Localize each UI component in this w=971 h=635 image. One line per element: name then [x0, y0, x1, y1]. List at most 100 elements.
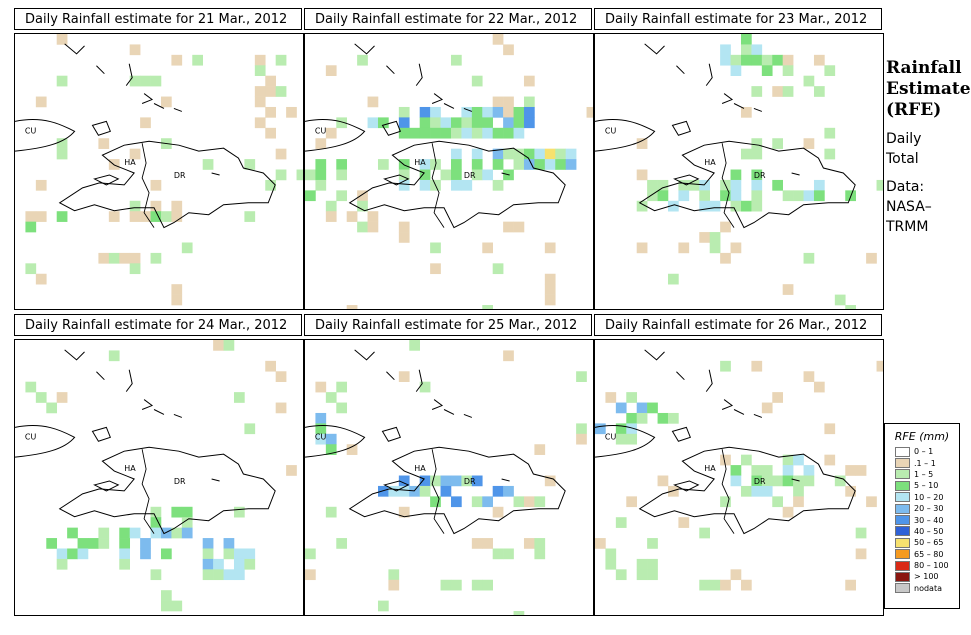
country-border: [431, 143, 445, 228]
rainfall-cell: [503, 106, 514, 118]
coast-outline: [501, 478, 510, 482]
rainfall-cell: [482, 106, 493, 118]
rainfall-cell: [160, 590, 172, 601]
rainfall-cell: [761, 475, 773, 487]
coast-outline: [671, 426, 691, 442]
rainfall-cell: [740, 148, 752, 160]
rainfall-cell: [513, 127, 525, 139]
rainfall-cell: [667, 200, 679, 212]
panel-title: Daily Rainfall estimate for 21 Mar., 201…: [14, 8, 302, 30]
rainfall-cell: [223, 548, 235, 560]
rainfall-cells: [595, 360, 883, 591]
rainfall-cell: [482, 117, 493, 129]
coast-outline: [644, 43, 665, 55]
rainfall-cell: [492, 263, 504, 275]
coast-outline: [15, 119, 76, 152]
legend-swatch: [895, 537, 910, 548]
rainfall-cell: [471, 117, 483, 129]
rainfall-cell: [430, 242, 441, 254]
rainfall-cell: [244, 558, 256, 570]
rainfall-cell: [150, 179, 162, 191]
rainfall-cell: [503, 96, 514, 108]
rainfall-cell: [678, 242, 690, 254]
rainfall-cell: [471, 579, 483, 591]
rainfall-cell: [772, 392, 783, 403]
rainfall-cell: [492, 34, 504, 45]
rainfall-cell: [471, 127, 483, 139]
coast-outline: [415, 63, 423, 86]
rainfall-cell: [419, 179, 431, 191]
rainfall-panel-26-mar: Daily Rainfall estimate for 26 Mar., 201…: [594, 314, 884, 616]
rainfall-cell: [325, 433, 337, 445]
rainfall-cell: [119, 538, 131, 549]
coastline: [15, 349, 276, 535]
rainfall-cell: [772, 54, 783, 66]
rainfall-cell: [523, 96, 535, 108]
rainfall-cell: [377, 485, 389, 497]
rainfall-cell: [471, 496, 483, 508]
rainfall-cell: [315, 179, 327, 191]
rainfall-cell: [140, 538, 151, 549]
rainfall-cell: [140, 117, 151, 129]
rainfall-cell: [471, 538, 483, 549]
rainfall-cell: [782, 190, 794, 202]
legend-swatch: [895, 526, 910, 537]
rainfall-cell: [440, 117, 452, 129]
rainfall-cell: [108, 252, 120, 264]
rainfall-cell: [855, 548, 867, 560]
rainfall-cell: [325, 127, 337, 139]
rainfall-cell: [740, 44, 752, 56]
coast-outline: [211, 172, 220, 176]
rainfall-cell: [171, 600, 183, 612]
legend-label: 10 – 20: [914, 492, 944, 502]
rainfall-cell: [503, 117, 514, 129]
rainfall-cell: [35, 392, 47, 403]
rainfall-cell: [129, 200, 141, 212]
rainfall-cell: [35, 96, 47, 108]
coast-outline: [93, 174, 120, 186]
rainfall-cell: [254, 54, 266, 66]
coast-outline: [381, 120, 401, 136]
rainfall-cell: [740, 454, 752, 466]
map-label-haiti: HA: [704, 158, 716, 167]
rainfall-cell: [171, 527, 183, 539]
rainfall-cell: [98, 138, 110, 149]
rainfall-cell: [761, 465, 773, 476]
map-label-dominican-republic: DR: [754, 477, 766, 486]
rainfall-cell: [657, 475, 669, 487]
rainfall-cell: [824, 423, 836, 435]
rainfall-cell: [544, 273, 556, 285]
rainfall-cell: [544, 148, 556, 160]
rainfall-cell: [160, 600, 172, 612]
rainfall-cell: [709, 200, 721, 212]
rainfall-cell: [56, 148, 68, 160]
coast-outline: [153, 409, 165, 415]
rainfall-cell: [492, 159, 504, 170]
coast-outline: [15, 425, 76, 458]
rainfall-cell: [254, 65, 266, 76]
legend-item: 80 – 100: [895, 560, 959, 571]
rainfall-cell: [709, 232, 721, 243]
rainfall-cell: [315, 138, 327, 149]
rainfall-cell: [398, 179, 410, 191]
rainfall-cell: [471, 159, 483, 170]
rainfall-cell: [503, 44, 514, 56]
coast-outline: [463, 413, 473, 418]
rainfall-cell: [440, 169, 452, 181]
rainfall-cell: [565, 148, 577, 160]
rainfall-cell: [150, 75, 162, 87]
rainfall-cell: [751, 138, 763, 149]
rainfall-cell: [626, 412, 638, 424]
coast-outline: [676, 371, 685, 381]
rainfall-cell: [56, 392, 68, 403]
rainfall-cell: [430, 127, 441, 139]
rainfall-cell: [377, 159, 389, 170]
rainfall-cell: [824, 65, 836, 76]
rainfall-cell: [751, 190, 763, 202]
rainfall-cell: [576, 433, 587, 445]
rainfall-cell: [419, 127, 431, 139]
rainfall-cell: [98, 527, 110, 539]
rainfall-cell: [803, 138, 815, 149]
coast-outline: [721, 93, 734, 104]
